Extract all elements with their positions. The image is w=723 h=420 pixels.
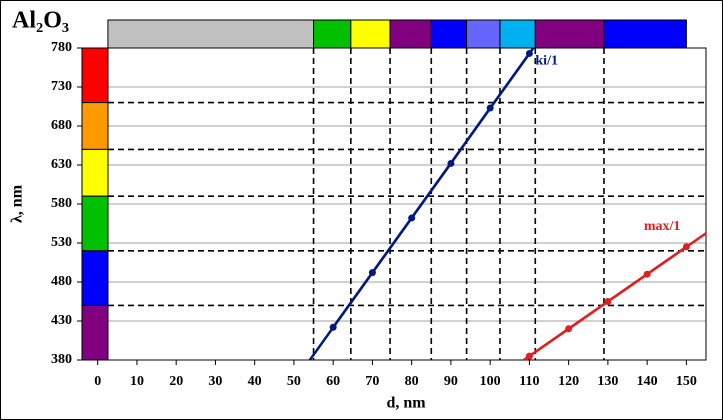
top-band [107,19,315,49]
top-band [466,19,501,49]
y-tick-label: 630 [51,157,72,172]
left-band [81,148,109,197]
top-band [499,19,536,49]
series-label: max/1 [644,219,681,234]
chart-title: Al₂O₃ [12,8,69,34]
top-band [389,19,432,49]
data-point [486,104,494,112]
y-tick-label: 730 [51,79,72,94]
series-line [332,52,531,328]
data-point [565,325,573,333]
top-band [430,19,468,49]
x-tick-label: 60 [326,374,340,389]
data-point [525,49,533,57]
y-tick-label: 680 [51,118,72,133]
x-tick-label: 120 [558,374,579,389]
x-tick-label: 30 [208,374,222,389]
x-tick-label: 80 [405,374,419,389]
left-band [81,304,109,361]
data-point [525,352,533,360]
series-label: ki/1 [535,54,558,69]
x-tick-label: 110 [519,374,539,389]
x-tick-label: 130 [597,374,618,389]
data-point [408,214,416,222]
x-tick-label: 140 [637,374,658,389]
y-tick-label: 530 [51,235,72,250]
left-band [81,195,109,252]
x-tick-label: 0 [94,374,101,389]
x-tick-label: 20 [169,374,183,389]
x-tick-label: 70 [365,374,379,389]
data-point [682,243,690,251]
y-tick-label: 430 [51,313,72,328]
x-tick-label: 100 [480,374,501,389]
x-tick-label: 40 [248,374,262,389]
x-tick-label: 10 [130,374,144,389]
data-point [368,269,376,277]
data-point [329,323,337,331]
x-axis-label: d, nm [386,395,426,412]
y-tick-label: 380 [51,352,72,367]
x-tick-label: 90 [444,374,458,389]
y-tick-label: 580 [51,196,72,211]
y-axis-label: λ, nm [9,184,26,223]
top-band [313,19,352,49]
top-band [603,19,687,49]
x-tick-label: 150 [676,374,697,389]
left-band [81,250,109,306]
data-point [643,270,651,278]
top-band [534,19,605,49]
left-band [81,47,109,104]
y-tick-label: 480 [51,274,72,289]
left-band [81,102,109,150]
top-band [350,19,391,49]
data-point [447,159,455,167]
y-tick-label: 780 [51,40,72,55]
x-tick-label: 50 [287,374,301,389]
data-point [604,298,612,305]
plot-border [81,47,707,361]
